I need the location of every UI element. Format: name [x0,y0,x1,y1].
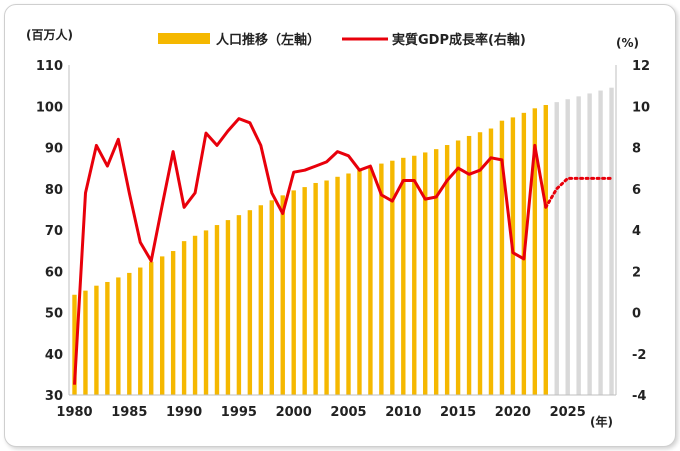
x-tick-label: 1990 [166,405,202,420]
right-tick-label: 12 [632,59,650,74]
legend-population-label: 人口推移（左軸） [216,32,320,48]
right-unit-label: (%) [616,36,639,50]
right-tick-label: 6 [632,183,641,198]
projection-bar [576,96,581,395]
gdp-projection-line [544,176,613,209]
population-bar [477,132,483,396]
left-unit-label: (百万人) [26,27,73,42]
right-tick-label: 10 [632,100,650,115]
population-bar [116,277,121,395]
population-bar [291,190,296,395]
population-bar [401,157,406,395]
population-bar [466,135,472,395]
population-bar [105,281,110,395]
population-bar [444,145,450,395]
population-bar [357,170,362,395]
population-bar [532,108,538,395]
x-tick-label: 2025 [550,405,586,420]
projection-bar [609,87,614,395]
population-bar [368,166,373,395]
population-bar [192,235,198,395]
population-bar [225,220,231,395]
left-tick-label: 70 [45,224,63,239]
population-bar [83,290,88,395]
projection-bar [554,102,559,395]
x-unit-label: (年) [590,414,613,429]
left-tick-label: 90 [45,142,63,157]
population-bar [390,160,395,395]
x-tick-label: 2000 [276,405,312,420]
left-tick-label: 60 [45,265,63,280]
legend-population-swatch [158,33,210,44]
x-tick-label: 1980 [56,405,92,420]
population-bar [214,225,220,395]
population-bar [412,155,417,395]
population-bar [170,251,176,395]
legend: 人口推移（左軸） 実質GDP成長率(右軸) [158,32,526,48]
projection-bar [598,90,603,395]
x-tick-label: 1985 [111,405,147,420]
population-bar [335,176,340,395]
left-tick-label: 80 [45,183,63,198]
projection-bar [565,99,570,396]
left-tick-label: 110 [36,59,63,74]
left-tick-label: 50 [45,307,63,322]
population-bar [313,182,318,395]
x-tick-label: 2010 [385,405,421,420]
left-tick-label: 100 [36,100,63,115]
population-bar [247,210,253,395]
population-bar [127,272,132,395]
population-bar [423,152,428,395]
x-tick-label: 2020 [495,405,531,420]
x-tick-label: 2015 [440,405,476,420]
population-bar [181,241,187,395]
x-tick-label: 2005 [330,405,366,420]
left-tick-label: 40 [45,348,63,363]
population-bar [433,149,439,395]
population-bar [379,163,384,395]
population-bar [94,285,99,395]
right-tick-label: 8 [632,142,641,157]
population-bar [149,261,154,395]
population-bar [324,180,329,395]
legend-gdp-label: 実質GDP成長率(右軸) [392,32,526,48]
left-tick-label: 30 [45,389,63,404]
population-bar [258,205,264,395]
projection-bar [587,93,592,396]
population-bar [280,195,285,395]
population-bar [543,105,548,395]
population-bar [455,140,461,395]
population-bar [203,230,209,395]
population-bar [72,294,77,395]
gdp-line [73,117,548,385]
right-tick-label: 0 [632,307,641,322]
population-bar [346,173,351,395]
population-bar [138,267,143,395]
population-bar [510,117,516,395]
chart-frame [4,4,676,447]
x-tick-label: 1995 [221,405,257,420]
population-bar [488,128,494,395]
population-bar [269,200,274,395]
right-tick-label: -4 [632,389,646,404]
right-tick-label: 2 [632,265,641,280]
right-tick-label: -2 [632,348,646,363]
population-bar [236,215,242,395]
population-bar [159,256,165,395]
population-bar [302,187,307,395]
population-bar [499,120,505,395]
right-tick-label: 4 [632,224,641,239]
